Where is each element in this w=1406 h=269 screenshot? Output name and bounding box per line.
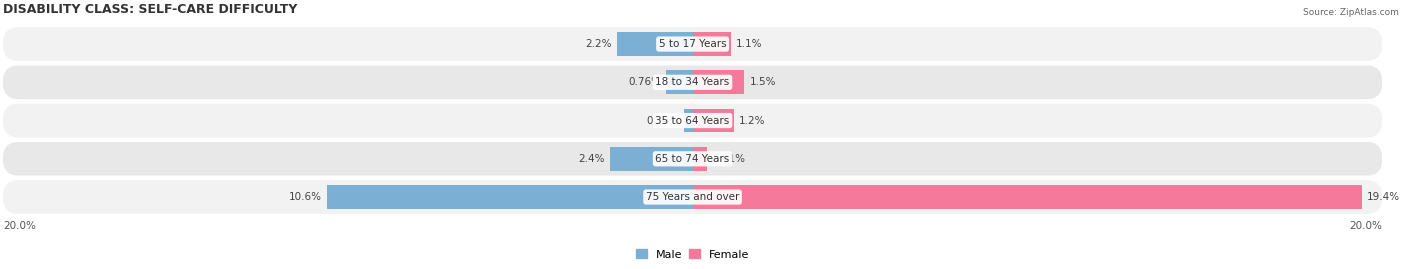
Text: 20.0%: 20.0% xyxy=(3,221,35,231)
Bar xyxy=(666,70,693,94)
Bar xyxy=(693,32,731,56)
Text: 20.0%: 20.0% xyxy=(1350,221,1382,231)
Text: 5 to 17 Years: 5 to 17 Years xyxy=(659,39,727,49)
Text: 2.4%: 2.4% xyxy=(578,154,605,164)
Text: DISABILITY CLASS: SELF-CARE DIFFICULTY: DISABILITY CLASS: SELF-CARE DIFFICULTY xyxy=(3,3,297,16)
Legend: Male, Female: Male, Female xyxy=(631,245,754,264)
Bar xyxy=(693,109,734,132)
Text: 0.76%: 0.76% xyxy=(628,77,661,87)
Bar xyxy=(693,147,707,171)
Text: 10.6%: 10.6% xyxy=(288,192,322,202)
Text: 1.1%: 1.1% xyxy=(735,39,762,49)
Text: 0.41%: 0.41% xyxy=(711,154,745,164)
Text: 65 to 74 Years: 65 to 74 Years xyxy=(655,154,730,164)
Text: Source: ZipAtlas.com: Source: ZipAtlas.com xyxy=(1303,8,1399,17)
Text: 0.24%: 0.24% xyxy=(647,116,679,126)
Bar xyxy=(693,185,1361,209)
Bar xyxy=(610,147,693,171)
Text: 19.4%: 19.4% xyxy=(1367,192,1400,202)
Bar xyxy=(685,109,693,132)
Text: 35 to 64 Years: 35 to 64 Years xyxy=(655,116,730,126)
Text: 1.5%: 1.5% xyxy=(749,77,776,87)
FancyBboxPatch shape xyxy=(3,27,1382,61)
Bar xyxy=(693,70,744,94)
Text: 18 to 34 Years: 18 to 34 Years xyxy=(655,77,730,87)
FancyBboxPatch shape xyxy=(3,142,1382,176)
Text: 75 Years and over: 75 Years and over xyxy=(645,192,740,202)
Bar xyxy=(617,32,693,56)
FancyBboxPatch shape xyxy=(3,65,1382,99)
FancyBboxPatch shape xyxy=(3,180,1382,214)
Bar xyxy=(328,185,693,209)
FancyBboxPatch shape xyxy=(3,104,1382,137)
Text: 1.2%: 1.2% xyxy=(740,116,766,126)
Text: 2.2%: 2.2% xyxy=(585,39,612,49)
